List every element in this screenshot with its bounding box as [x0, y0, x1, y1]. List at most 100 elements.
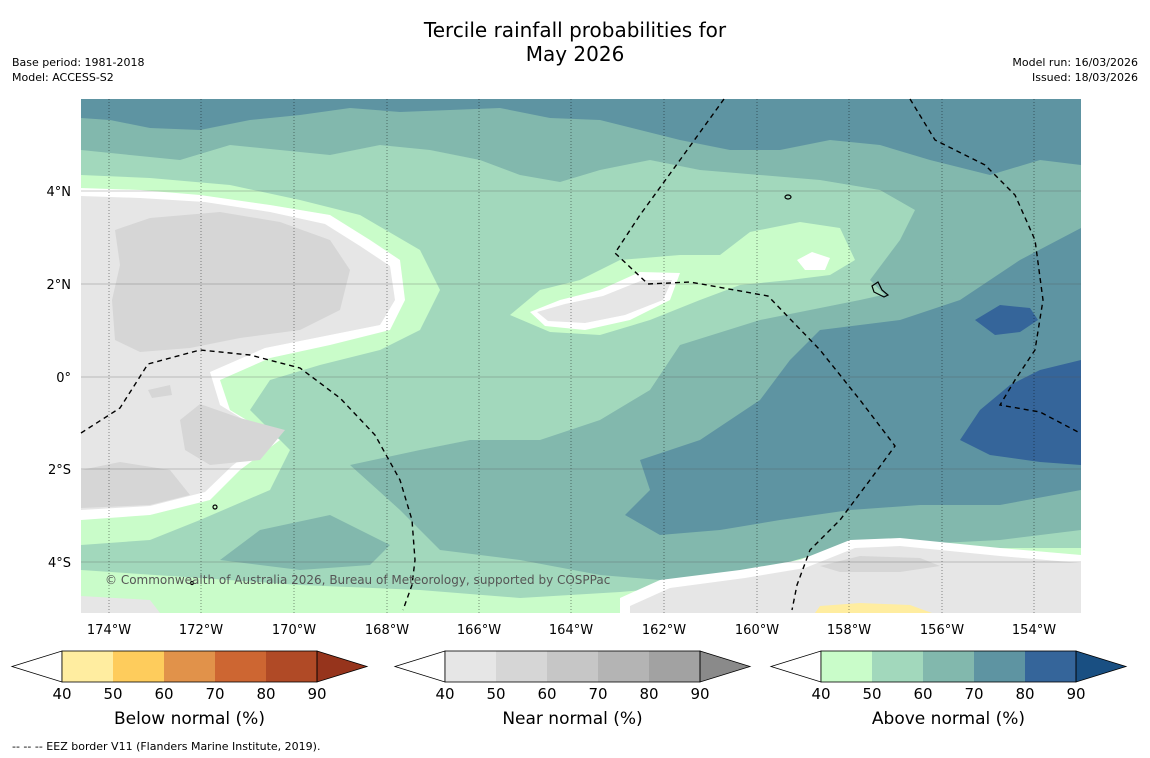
lon-label-160w: 160°W: [735, 623, 779, 638]
colorbars: 40 50 60 70 80 90 40 50 60 70 80 90 40 50 60 70 80 90: [10, 650, 1128, 703]
lat-label-2s: 2°S: [48, 463, 71, 478]
lat-label-4s: 4°S: [48, 556, 71, 571]
colorbar-near-segment: [496, 651, 547, 682]
colorbar-above-segment: [974, 651, 1025, 682]
field-above-80-90-spot: [975, 305, 1038, 335]
eez-border-east: [909, 98, 1079, 433]
islands: [189, 194, 890, 586]
lon-label-170w: 170°W: [272, 623, 316, 638]
colorbar-above-extend-low: [769, 650, 822, 683]
field-near-50-60-west-2: [180, 404, 285, 465]
colorbar-above-segment: [923, 651, 974, 682]
colorbar-near-segment: [445, 651, 496, 682]
colorbar-below-segment: [62, 651, 113, 682]
lon-label-174w: 174°W: [87, 623, 131, 638]
colorbar-near-segment: [547, 651, 598, 682]
colorbar-above-frame: [820, 650, 1077, 683]
lon-label-164w: 164°W: [549, 623, 593, 638]
colorbar-below-tick-label: 50: [103, 685, 122, 703]
colorbar-above-segment: [821, 651, 872, 682]
lon-label-166w: 166°W: [457, 623, 501, 638]
colorbar-near-frame: [444, 650, 701, 683]
colorbar-below-tick-label: 60: [154, 685, 173, 703]
lon-tick-labels: 174°W 172°W 170°W 168°W 166°W 164°W 162°…: [87, 623, 1056, 638]
eez-borders: [80, 98, 1079, 611]
colorbar-below-tick-label: 40: [52, 685, 71, 703]
island-1: [784, 194, 792, 200]
colorbar-below-segment: [113, 651, 164, 682]
colorbar-near-segment: [598, 651, 649, 682]
copyright-text: © Commonwealth of Australia 2026, Bureau…: [105, 573, 610, 587]
field-near-40-50-sw: [81, 596, 160, 613]
field-above-60-70-north: [81, 99, 1081, 330]
colorbar-near-tick-label: 80: [639, 685, 658, 703]
eez-border-west: [80, 349, 416, 611]
colorbar-near-tick-label: 70: [588, 685, 607, 703]
lat-label-0: 0°: [56, 371, 71, 386]
issued-date: Issued: 18/03/2026: [1031, 71, 1138, 84]
field-below-40-50: [815, 603, 932, 613]
colorbar-below-segment: [266, 651, 317, 682]
colorbar-below-segment: [164, 651, 215, 682]
lat-label-4n: 4°N: [47, 185, 72, 200]
field-near-50-60-west-3: [81, 462, 190, 508]
lon-label-154w: 154°W: [1012, 623, 1056, 638]
field-near-50-60-spot: [148, 385, 172, 398]
colorbar-near-segment: [649, 651, 700, 682]
parallels: [81, 190, 1081, 563]
colorbar-above-segment: [1025, 651, 1076, 682]
field-near-50-60-south: [820, 556, 940, 572]
field-above-80-90-east: [960, 360, 1081, 465]
colorbar-above-tick-label: 60: [913, 685, 932, 703]
field-near-50-60-west: [112, 212, 350, 352]
colorbar-near-extend-high: [699, 650, 752, 683]
island-3: [189, 580, 195, 586]
colorbar-above-tick-label: 70: [964, 685, 983, 703]
colorbar-above-segment: [872, 651, 923, 682]
eez-footnote: -- -- -- EEZ border V11 (Flanders Marine…: [12, 740, 321, 753]
model-run: Model run: 16/03/2026: [1012, 56, 1138, 69]
colorbar-below-extend-low: [10, 650, 63, 683]
colorbar-above-tick-label: 50: [862, 685, 881, 703]
lon-label-172w: 172°W: [179, 623, 223, 638]
lon-label-162w: 162°W: [642, 623, 686, 638]
colorbar-near-tick-label: 50: [486, 685, 505, 703]
lon-label-168w: 168°W: [365, 623, 409, 638]
colorbar-above-extend-high: [1075, 650, 1128, 683]
field-near-40-50-south: [630, 546, 1081, 613]
map-title: Tercile rainfall probabilities for May 2…: [0, 18, 1150, 66]
model-name: Model: ACCESS-S2: [12, 71, 114, 84]
colorbar-below-segment: [215, 651, 266, 682]
run-info: Model run: 16/03/2026 Issued: 18/03/2026: [1012, 55, 1138, 85]
field-above-70-80-south: [625, 228, 1081, 535]
model-info: Base period: 1981-2018 Model: ACCESS-S2: [12, 55, 144, 85]
colorbar-below-tick-label: 80: [256, 685, 275, 703]
colorbar-above-tick-label: 40: [811, 685, 830, 703]
field-above-60-70-west: [220, 515, 390, 570]
lon-label-158w: 158°W: [827, 623, 871, 638]
island-kiritimati: [871, 281, 890, 298]
island-2: [212, 504, 218, 510]
colorbar-near-extend-low: [393, 650, 446, 683]
colorbar-below-extend-high: [316, 650, 369, 683]
colorbar-above-tick-label: 80: [1015, 685, 1034, 703]
colorbar-near-tick-label: 40: [435, 685, 454, 703]
colorbar-near-tick-label: 60: [537, 685, 556, 703]
probability-field: [81, 99, 1081, 613]
colorbar-below-tick-label: 70: [205, 685, 224, 703]
lon-label-156w: 156°W: [920, 623, 964, 638]
title-line-2: May 2026: [525, 42, 625, 66]
field-white-spot: [797, 252, 830, 270]
colorbar-near-tick-label: 90: [690, 685, 709, 703]
title-line-1: Tercile rainfall probabilities for: [423, 18, 727, 42]
colorbar-title-above: Above normal (%): [871, 709, 1026, 729]
colorbar-title-near: Near normal (%): [502, 709, 643, 729]
colorbar-below-tick-label: 90: [307, 685, 326, 703]
colorbar-title-below: Below normal (%): [114, 709, 265, 729]
colorbar-below-frame: [61, 650, 318, 683]
base-period: Base period: 1981-2018: [12, 56, 145, 69]
colorbar-above-tick-label: 90: [1066, 685, 1085, 703]
field-above-70-80-north: [81, 99, 1081, 175]
lat-tick-labels: 4°N 2°N 0° 2°S 4°S: [47, 185, 72, 571]
